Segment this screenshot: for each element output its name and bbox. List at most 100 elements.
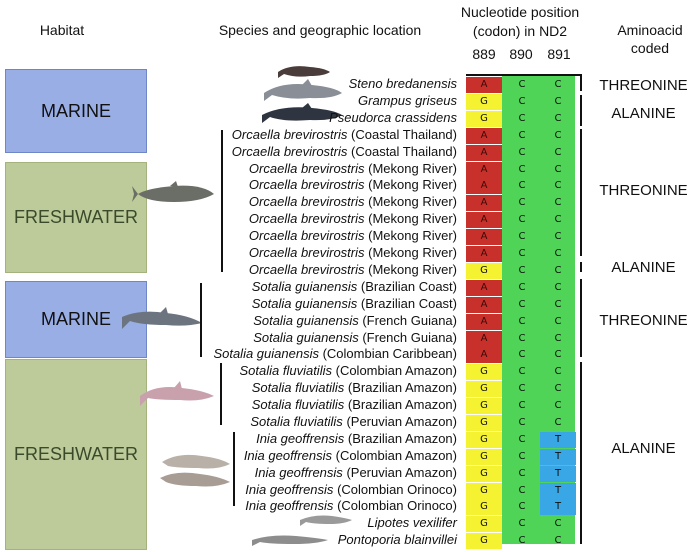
nucleotide-891-cell: C	[554, 214, 562, 225]
species-location: (Brazilian Coast)	[360, 279, 457, 294]
nucleotide-890-cell: C	[518, 501, 526, 512]
nucleotide-889-cell: A	[466, 212, 502, 228]
species-row-label: Orcaella brevirostris (Coastal Thailand)	[232, 127, 457, 143]
species-location: (Mekong River)	[368, 262, 457, 277]
nucleotide-891-cell: C	[554, 180, 562, 191]
nucleotide-891-cell: C	[554, 96, 562, 107]
species-name: Inia geoffrensis	[245, 498, 334, 513]
nucleotide-891-cell: C	[554, 316, 562, 327]
species-name: Sotalia guianensis	[253, 313, 359, 328]
species-row-label: Inia geoffrensis (Colombian Amazon)	[244, 448, 457, 464]
aminoacid-header-line2: coded	[630, 40, 670, 56]
species-name: Orcaella brevirostris	[248, 262, 365, 277]
species-row-label: Sotalia guianensis (French Guiana)	[253, 313, 457, 329]
nucleotide-891-cell: T	[540, 432, 576, 448]
species-location: (Colombian Orinoco)	[337, 498, 457, 513]
nucleotide-889-cell: G	[466, 415, 502, 431]
nucleotide-891-cell: C	[554, 400, 562, 411]
species-name: Pontoporia blainvillei	[337, 532, 457, 547]
nucleotide-890-cell: C	[518, 164, 526, 175]
nucleotide-889-cell: A	[466, 246, 502, 262]
nucleotide-891-cell: C	[554, 333, 562, 344]
species-location: (Brazilian Amazon)	[347, 397, 457, 412]
species-row-label: Steno bredanensis	[349, 76, 457, 92]
nucleotide-891-cell: C	[554, 282, 562, 293]
nucleotide-890-cell: C	[518, 518, 526, 529]
nucleotide-891-cell: C	[554, 197, 562, 208]
nucleotide-890-cell: C	[518, 451, 526, 462]
nucleotide-889-cell: A	[466, 145, 502, 161]
nucleotide-891-cell: C	[554, 535, 562, 546]
nucleotide-891-cell: C	[554, 248, 562, 259]
nucleotide-889-cell: G	[466, 516, 502, 532]
species-name: Grampus griseus	[358, 93, 457, 108]
species-row-label: Orcaella brevirostris (Mekong River)	[249, 177, 457, 193]
aa-bracket-alanine-2	[580, 262, 582, 272]
nucleotide-890-cell: C	[518, 79, 526, 90]
nucleotide-header-line2: (codon) in ND2	[472, 23, 568, 39]
nucleotide-891-cell: C	[554, 231, 562, 242]
nucleotide-890-cell: C	[518, 214, 526, 225]
nucleotide-890-cell: C	[518, 130, 526, 141]
species-row-label: Orcaella brevirostris (Mekong River)	[249, 211, 457, 227]
nucleotide-889-cell: G	[466, 398, 502, 414]
species-name: Orcaella brevirostris	[248, 228, 365, 243]
nucleotide-890-cell: C	[518, 147, 526, 158]
aa-label-alanine-3: ALANINE	[611, 440, 676, 457]
aa-bracket-threonine-1	[580, 74, 582, 91]
species-location: (Colombian Orinoco)	[337, 482, 457, 497]
species-location: (Peruvian Amazon)	[346, 465, 457, 480]
species-name: Sotalia guianensis	[213, 346, 319, 361]
species-location: (Coastal Thailand)	[351, 127, 457, 142]
species-row-label: Orcaella brevirostris (Mekong River)	[249, 228, 457, 244]
bracket-orcaella	[221, 130, 223, 272]
species-name: Sotalia fluviatilis	[250, 414, 343, 429]
nucleotide-890-cell: C	[518, 366, 526, 377]
nucleotide-891-cell: T	[540, 449, 576, 465]
habitat-freshwater-1: FRESHWATER	[5, 162, 147, 273]
nucleotide-890-cell: C	[518, 248, 526, 259]
nucleotide-891-cell: C	[554, 299, 562, 310]
species-name: Sotalia guianensis	[251, 279, 358, 294]
dolphin-illustration-pseudorca	[262, 103, 342, 123]
nucleotide-890-cell: C	[518, 96, 526, 107]
nucleotide-889-cell: G	[466, 432, 502, 448]
nucleotide-889-cell: A	[466, 314, 502, 330]
species-row-label: Sotalia fluviatilis (Colombian Amazon)	[239, 363, 457, 379]
nucleotide-891-cell: C	[554, 147, 562, 158]
nucleotide-889-cell: A	[466, 331, 502, 347]
bracket-sotalia-guianensis	[200, 283, 202, 357]
nucleotide-889-cell: G	[466, 483, 502, 499]
species-location: (Colombian Amazon)	[335, 448, 457, 463]
species-row-label: Inia geoffrensis (Colombian Orinoco)	[245, 498, 457, 514]
species-name: Inia geoffrensis	[256, 431, 345, 446]
nucleotide-889-cell: G	[466, 449, 502, 465]
nucleotide-891-cell: C	[554, 130, 562, 141]
species-location: (Mekong River)	[368, 245, 457, 260]
aa-bracket-threonine-3	[580, 279, 582, 357]
species-location: (French Guiana)	[362, 330, 457, 345]
nucleotide-889-cell: G	[466, 94, 502, 110]
nucleotide-889-cell: A	[466, 280, 502, 296]
aa-bracket-alanine-3	[580, 362, 582, 544]
habitat-marine-1: MARINE	[5, 69, 147, 153]
species-name: Orcaella brevirostris	[248, 211, 365, 226]
nucleotide-890-cell: C	[518, 282, 526, 293]
nucleotide-889-cell: G	[466, 466, 502, 482]
species-row-label: Lipotes vexilifer	[367, 515, 457, 531]
species-location: (Colombian Amazon)	[335, 363, 457, 378]
species-location: (Brazilian Amazon)	[347, 380, 457, 395]
species-row-label: Sotalia fluviatilis (Brazilian Amazon)	[252, 380, 457, 396]
nucleotide-890-cell: C	[518, 299, 526, 310]
nucleotide-891-cell: C	[554, 164, 562, 175]
nucleotide-890-cell: C	[518, 197, 526, 208]
species-location: (Coastal Thailand)	[351, 144, 457, 159]
nucleotide-891-cell: T	[540, 499, 576, 515]
aa-bracket-threonine-2	[580, 129, 582, 256]
species-location: (French Guiana)	[362, 313, 457, 328]
dolphin-illustration-steno	[278, 66, 330, 78]
dolphin-illustration-pontoporia	[252, 535, 328, 546]
nucleotide-891-cell: T	[540, 483, 576, 499]
aa-label-threonine-1: THREONINE	[599, 77, 688, 94]
nucleotide-891-cell: C	[554, 366, 562, 377]
